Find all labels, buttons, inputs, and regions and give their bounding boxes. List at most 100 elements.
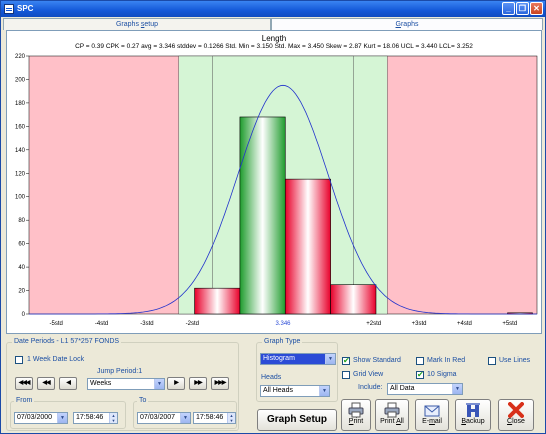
- use-lines-label: Use Lines: [499, 357, 531, 364]
- to-time-picker[interactable]: 17:58:46 ▲ ▼: [193, 412, 236, 424]
- include-select[interactable]: All Data ▼: [387, 383, 463, 395]
- histogram-bar: [330, 284, 377, 315]
- mark-in-red-checkbox[interactable]: [416, 357, 424, 365]
- tab-label-accel: G: [395, 21, 401, 28]
- ten-sigma-label: 10 Sigma: [427, 371, 457, 378]
- print-label: Print: [348, 418, 364, 425]
- heads-value: All Heads: [263, 387, 293, 394]
- prev-period-button[interactable]: ◀: [59, 377, 77, 390]
- histogram-bar: [284, 178, 331, 315]
- y-tick-label: 200: [15, 77, 26, 83]
- x-tick-label: +3std: [412, 321, 427, 327]
- y-tick-label: 0: [22, 312, 26, 318]
- week-lock-label: 1 Week Date Lock: [27, 356, 85, 363]
- heads-select[interactable]: All Heads ▼: [260, 385, 330, 397]
- controls-area: Date Periods - L1 57*257 FONDS 1 Week Da…: [1, 337, 545, 433]
- from-group: From 07/03/2000 ▼ 17:58:46 ▲ ▼: [10, 397, 126, 429]
- printer-icon: [384, 402, 400, 418]
- y-tick-label: 220: [15, 54, 26, 60]
- close-label: Close: [507, 418, 525, 425]
- y-tick-label: 60: [18, 242, 25, 248]
- first-period-button[interactable]: ◀◀◀: [15, 377, 33, 390]
- show-standard-checkbox[interactable]: [342, 356, 350, 365]
- x-tick-label: -2std: [186, 321, 199, 327]
- to-date-value: 07/03/2007: [140, 414, 176, 421]
- graph-type-value: Histogram: [263, 355, 295, 362]
- chevron-down-icon: ▼: [452, 384, 462, 394]
- tab-bar: Graphs setup Graphs: [3, 18, 543, 30]
- from-date-picker[interactable]: 07/03/2000 ▼: [14, 412, 68, 424]
- to-label: To: [137, 397, 149, 404]
- tab-label-accel: s: [140, 21, 145, 28]
- x-tick-label: -3std: [140, 321, 153, 327]
- y-tick-label: 140: [15, 148, 26, 154]
- tab-graphs[interactable]: Graphs: [271, 18, 543, 30]
- jump-unit-select[interactable]: Weeks ▼: [87, 378, 165, 390]
- mark-in-red-label: Mark In Red: [427, 357, 466, 364]
- graph-type-group: Graph Type Histogram ▼ Heads All Heads ▼: [256, 338, 338, 402]
- date-periods-legend: Date Periods - L1 57*257 FONDS: [12, 338, 122, 345]
- app-icon: [4, 4, 14, 14]
- jump-period-label: Jump Period:1: [97, 368, 143, 375]
- graph-setup-button[interactable]: Graph Setup: [257, 409, 337, 431]
- from-date-value: 07/03/2000: [17, 414, 53, 421]
- email-label: E-mail: [422, 418, 442, 425]
- print-all-button[interactable]: Print All: [375, 399, 409, 431]
- prev-jump-button[interactable]: ◀◀: [37, 377, 55, 390]
- spinner-icon[interactable]: ▲ ▼: [109, 413, 117, 423]
- close-button[interactable]: Close: [498, 399, 534, 431]
- from-time-value: 17:58:46: [76, 414, 104, 421]
- spinner-icon[interactable]: ▲ ▼: [227, 413, 235, 423]
- histogram-chart: 0 20 40 60 80 100 120 140 160 180 200 220 -5std -4std…: [15, 54, 538, 327]
- x-tick-label: 3.346: [275, 321, 291, 327]
- chevron-down-icon: ▼: [154, 379, 164, 389]
- email-button[interactable]: E-mail: [415, 399, 449, 431]
- window-title: SPC: [17, 4, 34, 13]
- close-window-button[interactable]: ✕: [530, 2, 543, 15]
- from-time-picker[interactable]: 17:58:46 ▲ ▼: [73, 412, 118, 424]
- use-lines-checkbox[interactable]: [488, 357, 496, 365]
- histogram-bar: [194, 287, 241, 315]
- x-tick-label: +5std: [502, 321, 517, 327]
- normal-curve: [29, 84, 537, 315]
- grid-view-checkbox[interactable]: [342, 371, 350, 379]
- date-periods-group: Date Periods - L1 57*257 FONDS 1 Week Da…: [6, 338, 239, 431]
- chevron-down-icon: ▼: [325, 354, 335, 364]
- histogram-bar: [239, 116, 286, 315]
- backup-icon: [466, 403, 480, 417]
- title-bar[interactable]: SPC _ ❐ ✕: [1, 1, 545, 17]
- x-tick-label: -4std: [95, 321, 108, 327]
- last-period-button[interactable]: ▶▶▶: [211, 377, 229, 390]
- y-tick-label: 20: [18, 289, 25, 295]
- to-date-picker[interactable]: 07/03/2007 ▼: [137, 412, 191, 424]
- to-group: To 07/03/2007 ▼ 17:58:46 ▲ ▼: [133, 397, 237, 429]
- next-jump-button[interactable]: ▶▶: [189, 377, 207, 390]
- week-lock-checkbox[interactable]: [15, 356, 23, 364]
- y-tick-label: 120: [15, 171, 26, 177]
- tab-label: raphs: [400, 21, 419, 28]
- grid-view-label: Grid View: [353, 371, 384, 378]
- minimize-button[interactable]: _: [502, 2, 515, 15]
- backup-label: Backup: [461, 418, 485, 425]
- graph-type-select[interactable]: Histogram ▼: [260, 353, 336, 365]
- chevron-down-icon: ▼: [180, 413, 190, 423]
- ten-sigma-checkbox[interactable]: [416, 370, 424, 379]
- chart-title: Length: [261, 34, 287, 43]
- x-tick-label: +4std: [457, 321, 472, 327]
- close-x-icon: [508, 402, 524, 418]
- chevron-down-icon: ▼: [57, 413, 67, 423]
- y-tick-label: 80: [18, 218, 25, 224]
- restore-button[interactable]: ❐: [516, 2, 529, 15]
- x-tick-label: +2std: [366, 321, 381, 327]
- tab-graphs-setup[interactable]: Graphs setup: [3, 18, 271, 30]
- backup-button[interactable]: Backup: [455, 399, 491, 431]
- chart-stats: CP = 0.39 CPK = 0.27 avg = 3.346 stddev …: [75, 43, 473, 50]
- tab-label: Graphs: [115, 21, 141, 28]
- envelope-icon: [424, 405, 440, 417]
- next-period-button[interactable]: ▶: [167, 377, 185, 390]
- to-time-value: 17:58:46: [196, 414, 224, 421]
- include-label: Include:: [358, 384, 383, 391]
- print-all-label: Print All: [380, 418, 404, 425]
- y-tick-label: 180: [15, 101, 26, 107]
- print-button[interactable]: Print: [341, 399, 371, 431]
